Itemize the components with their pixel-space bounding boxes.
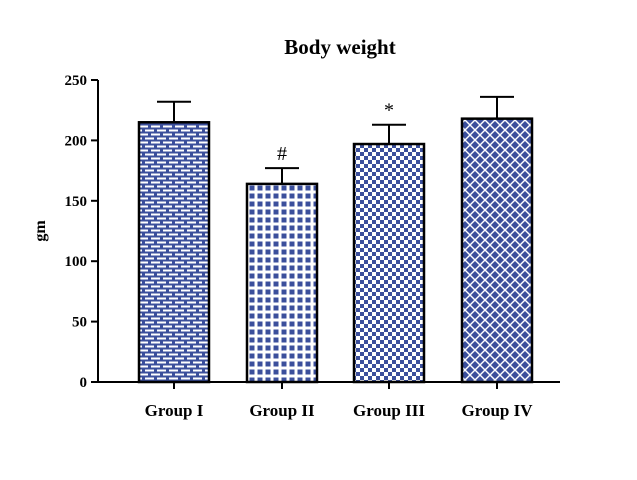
significance-marker: # — [277, 143, 287, 165]
bar-group-iv — [460, 117, 534, 384]
x-tick-label: Group I — [145, 401, 204, 420]
y-tick-label: 100 — [65, 254, 88, 270]
y-tick-label: 0 — [80, 375, 88, 391]
y-tick-label: 200 — [65, 133, 88, 149]
y-tick-label: 150 — [65, 194, 88, 210]
x-tick-label: Group II — [249, 401, 315, 420]
y-axis: 0 50 100 150 200 250 — [65, 73, 99, 391]
bars: #* — [137, 95, 534, 384]
y-tick-label: 250 — [65, 73, 88, 89]
bar-group-iii — [352, 142, 426, 384]
bar-group-i — [137, 121, 211, 384]
y-tick-label: 50 — [72, 315, 87, 331]
x-tick-label: Group IV — [461, 401, 533, 420]
bar-group-ii — [245, 182, 319, 384]
x-tick-label: Group III — [353, 401, 425, 420]
y-axis-label: gm — [32, 220, 49, 242]
chart-title: Body weight — [284, 35, 395, 59]
x-axis: Group I Group II Group III Group IV — [97, 381, 560, 420]
significance-marker: * — [384, 100, 394, 122]
